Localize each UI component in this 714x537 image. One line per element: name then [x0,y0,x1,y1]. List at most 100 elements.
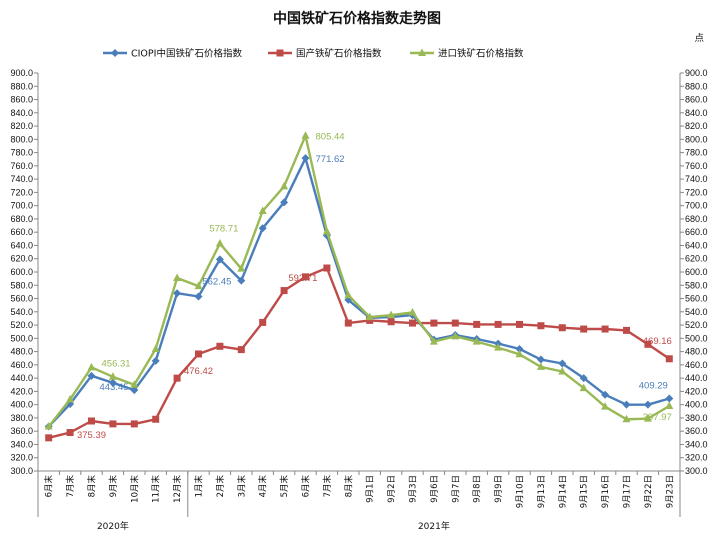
data-label: 443.45 [100,382,129,393]
x-tick-label: 4月末 [258,475,269,498]
data-point [516,320,523,328]
data-point [558,324,566,332]
y-tick-label: 800.0 [10,134,33,144]
data-point [130,420,138,428]
data-point [108,372,117,380]
y-tick-label-right: 720.0 [685,187,708,197]
data-point [215,255,224,264]
x-tick-label: 9月10日 [516,475,526,508]
legend-label: 进口铁矿石价格指数 [438,48,524,60]
y-tick-label-right: 480.0 [685,347,708,357]
data-point [601,325,609,333]
data-point [280,181,289,190]
data-point [515,344,524,353]
data-point [429,337,438,345]
data-point [494,343,503,351]
data-point [579,374,588,383]
x-tick-label: 9月6日 [430,475,440,503]
data-point [644,340,652,348]
legend-marker [111,49,119,57]
y-tick-label-right: 420.0 [685,386,708,396]
y-tick-label-right: 840.0 [685,108,708,118]
y-tick-label-right: 460.0 [685,360,708,370]
series-layer [44,131,674,442]
y-tick-label: 400.0 [10,400,33,410]
data-point [302,273,309,281]
y-tick-label: 340.0 [10,439,33,449]
x-tick-label: 9月13日 [537,475,547,508]
y-tick-label: 780.0 [10,148,33,158]
data-point [536,355,545,364]
data-point [665,394,674,403]
data-point [66,394,75,403]
data-point [108,378,117,387]
data-point [622,414,631,423]
data-point [258,206,267,214]
data-point [643,414,652,422]
data-label: 578.71 [209,223,238,234]
data-point [87,362,96,371]
series-0 [44,154,674,431]
data-point [665,401,674,410]
axes: 300.0 300.0 320.0 320.0 340.0 340.0 360.0 360.0… [10,68,707,532]
series-line [47,156,670,428]
data-label: 409.29 [639,381,668,392]
y-tick-label: 380.0 [10,413,33,423]
legend-marker [418,48,426,56]
data-point [558,359,567,368]
y-tick-label: 440.0 [10,373,33,383]
legend-label: CIOPI中国铁矿石价格指数 [131,48,242,60]
y-tick-label: 540.0 [10,307,33,317]
y-tick-label-right: 380.0 [685,413,708,423]
x-tick-label: 9月2日 [387,475,397,503]
y-tick-label: 660.0 [10,227,33,237]
x-tick-label: 9月22日 [644,475,654,508]
data-point [387,310,396,319]
data-point [151,344,160,352]
data-point [280,287,288,295]
y-tick-label-right: 400.0 [685,400,708,410]
data-point [494,320,502,328]
series-line [47,134,670,428]
series-line [48,266,670,439]
y-tick-label: 680.0 [10,214,33,224]
data-point [601,390,610,399]
data-point [44,422,53,430]
x-tick-label: 5月末 [279,475,290,498]
x-tick-label: 10月末 [129,475,140,503]
data-point [173,374,181,382]
data-point [387,318,395,326]
data-labels: 375.39 443.45 456.31 476.42 562.45 578.71 805.… [77,132,672,441]
data-label: 397.97 [643,412,672,423]
data-label: 469.16 [643,336,672,347]
x-tick-label: 9月1日 [366,475,376,503]
year-label: 2021年 [418,520,450,532]
unit-label: 点 [694,33,704,44]
data-point [622,400,631,409]
y-tick-label-right: 360.0 [685,426,708,436]
y-tick-label: 500.0 [10,333,33,343]
y-tick-label-right: 500.0 [685,333,708,343]
data-point [472,337,481,345]
y-tick-label-right: 760.0 [685,161,708,171]
y-tick-label-right: 560.0 [685,294,708,304]
x-tick-label: 9月16日 [601,475,611,508]
x-tick-label: 9月15日 [580,475,590,508]
y-tick-label: 480.0 [10,347,33,357]
series-1 [45,264,673,442]
legend-item-1: 国产铁矿石价格指数 [268,48,382,60]
data-point [173,289,182,298]
x-tick-label: 11月末 [151,475,162,503]
y-tick-label-right: 320.0 [685,453,708,463]
data-point [344,290,353,299]
data-point [259,318,267,326]
y-tick-label-right: 700.0 [685,201,708,211]
y-tick-label: 840.0 [10,108,33,118]
data-label: 805.44 [316,132,345,143]
x-tick-label: 9月3日 [409,475,419,503]
data-point [194,281,203,290]
x-tick-label: 9月7日 [451,475,461,503]
y-tick-label-right: 300.0 [685,466,708,476]
x-tick-label: 6月末 [301,475,312,498]
